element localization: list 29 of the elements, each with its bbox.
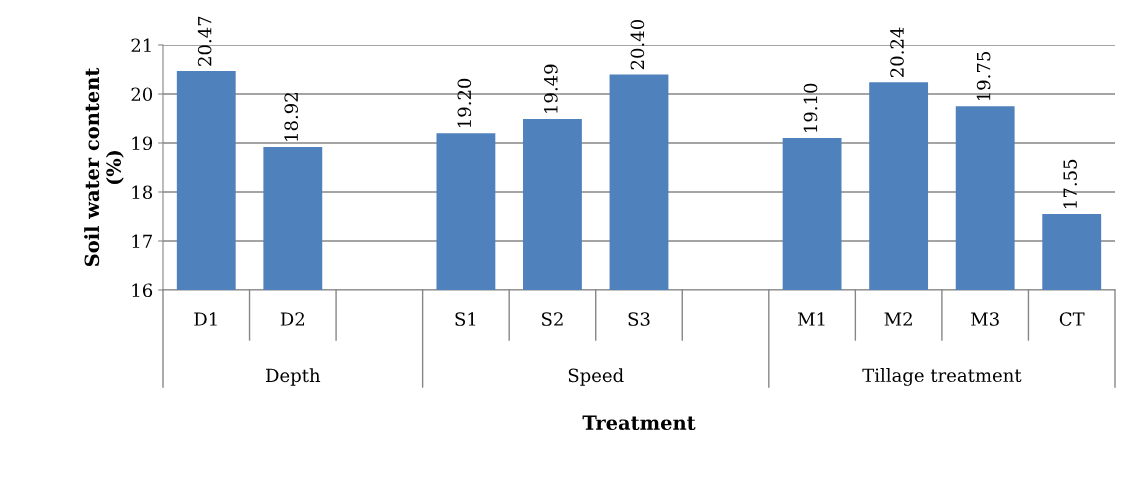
y-tick-label: 20 [131, 87, 153, 102]
x-axis-title: Treatment [582, 415, 696, 431]
y-tick-label: 18 [132, 185, 153, 200]
x-tick-label: D2 [280, 312, 305, 326]
y-tick-label: 17 [132, 234, 152, 248]
x-tick-label: S3 [628, 312, 650, 326]
data-label: 19.49 [544, 64, 558, 113]
data-label: 20.40 [630, 19, 645, 70]
data-label: 19.75 [976, 52, 991, 101]
text: Tillage treatment [862, 368, 1022, 386]
data-label: 19.10 [803, 83, 818, 132]
x-tick-label: D1 [194, 312, 217, 326]
x-tick-label: S1 [455, 312, 476, 326]
x-tick-label: CT [1059, 312, 1085, 326]
text: Depth [266, 368, 321, 386]
y-tick-label: 16 [132, 283, 153, 298]
y-axis-title: Soil water content (%) [84, 67, 124, 267]
data-label: 18.92 [284, 93, 299, 141]
x-tick-label: S2 [542, 312, 563, 326]
data-label: 19.20 [457, 78, 472, 128]
x-tick-label: M1 [798, 312, 825, 326]
y-tick-label: 21 [131, 38, 151, 52]
x-tick-label: M2 [884, 312, 912, 326]
data-label: 17.55 [1063, 159, 1077, 208]
data-label: 20.47 [197, 16, 212, 66]
x-tick-label: M3 [971, 312, 999, 326]
y-tick-label: 19 [132, 136, 153, 151]
data-label: 20.24 [890, 27, 904, 78]
text: Speed [568, 368, 624, 386]
